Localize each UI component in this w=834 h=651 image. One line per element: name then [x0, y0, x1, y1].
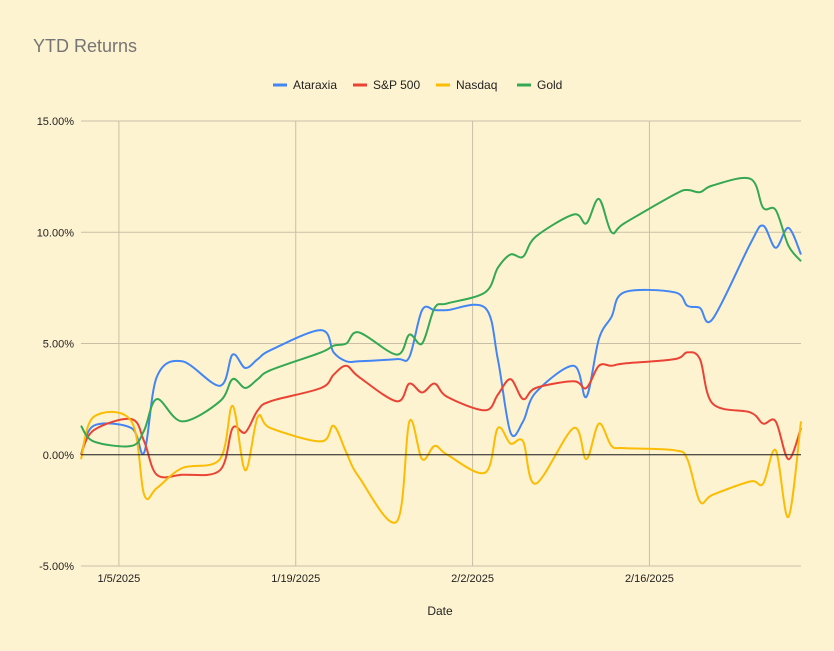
- legend-label: Ataraxia: [293, 78, 337, 92]
- chart-grid: [81, 120, 801, 567]
- x-tick-label: 1/19/2025: [271, 573, 320, 585]
- y-tick-label: 5.00%: [43, 339, 74, 351]
- legend-label: Gold: [537, 78, 562, 92]
- x-tick-label: 2/16/2025: [625, 573, 674, 585]
- series-line-nasdaq: [80, 404, 802, 524]
- y-axis-ticks: -5.00% 0.00% 5.00% 10.00% 15.00%: [37, 116, 75, 573]
- y-tick-label: -5.00%: [39, 561, 74, 573]
- chart-title: YTD Returns: [33, 36, 137, 56]
- x-axis-title: Date: [427, 604, 453, 618]
- x-tick-label: 2/2/2025: [451, 573, 494, 585]
- series-line-s-p-500: [80, 351, 802, 479]
- x-tick-label: 1/5/2025: [97, 573, 140, 585]
- x-axis-ticks: 1/5/2025 1/19/2025 2/2/2025 2/16/2025: [97, 573, 673, 585]
- chart-legend: Ataraxia S&P 500 Nasdaq Gold: [273, 78, 562, 92]
- legend-label: Nasdaq: [456, 78, 497, 92]
- y-tick-label: 15.00%: [37, 116, 75, 128]
- series-line-ataraxia: [80, 224, 802, 456]
- legend-label: S&P 500: [373, 78, 420, 92]
- chart-series-lines: [80, 177, 802, 524]
- y-tick-label: 0.00%: [43, 450, 74, 462]
- series-line-gold: [80, 177, 802, 448]
- y-tick-label: 10.00%: [37, 227, 75, 239]
